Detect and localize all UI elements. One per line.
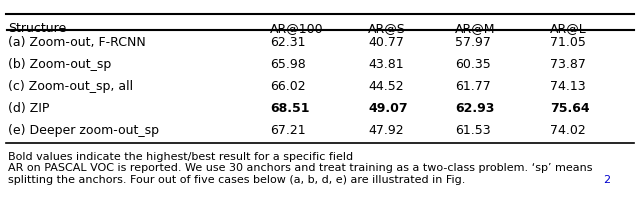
Text: (a) Zoom-out, F-RCNN: (a) Zoom-out, F-RCNN bbox=[8, 36, 146, 49]
Text: AR@L: AR@L bbox=[550, 22, 587, 35]
Text: 75.64: 75.64 bbox=[550, 102, 589, 115]
Text: 2: 2 bbox=[603, 175, 610, 185]
Text: 62.31: 62.31 bbox=[270, 36, 305, 49]
Text: 66.02: 66.02 bbox=[270, 80, 306, 93]
Text: 44.52: 44.52 bbox=[368, 80, 404, 93]
Text: AR on PASCAL VOC is reported. We use 30 anchors and treat training as a two-clas: AR on PASCAL VOC is reported. We use 30 … bbox=[8, 163, 593, 173]
Text: 57.97: 57.97 bbox=[455, 36, 491, 49]
Text: 68.51: 68.51 bbox=[270, 102, 310, 115]
Text: splitting the anchors. Four out of five cases below (a, b, d, e) are illustrated: splitting the anchors. Four out of five … bbox=[8, 175, 469, 185]
Text: AR@100: AR@100 bbox=[270, 22, 324, 35]
Text: (e) Deeper zoom-out_sp: (e) Deeper zoom-out_sp bbox=[8, 124, 159, 137]
Text: AR@S: AR@S bbox=[368, 22, 406, 35]
Text: 61.77: 61.77 bbox=[455, 80, 491, 93]
Text: 43.81: 43.81 bbox=[368, 58, 404, 71]
Text: AR@M: AR@M bbox=[455, 22, 495, 35]
Text: 40.77: 40.77 bbox=[368, 36, 404, 49]
Text: 47.92: 47.92 bbox=[368, 124, 404, 137]
Text: 61.53: 61.53 bbox=[455, 124, 491, 137]
Text: Bold values indicate the highest/best result for a specific field: Bold values indicate the highest/best re… bbox=[8, 152, 353, 162]
Text: 49.07: 49.07 bbox=[368, 102, 408, 115]
Text: 62.93: 62.93 bbox=[455, 102, 494, 115]
Text: (b) Zoom-out_sp: (b) Zoom-out_sp bbox=[8, 58, 111, 71]
Text: 71.05: 71.05 bbox=[550, 36, 586, 49]
Text: (c) Zoom-out_sp, all: (c) Zoom-out_sp, all bbox=[8, 80, 133, 93]
Text: Structure: Structure bbox=[8, 22, 67, 35]
Text: 74.13: 74.13 bbox=[550, 80, 586, 93]
Text: 73.87: 73.87 bbox=[550, 58, 586, 71]
Text: 60.35: 60.35 bbox=[455, 58, 491, 71]
Text: 74.02: 74.02 bbox=[550, 124, 586, 137]
Text: 67.21: 67.21 bbox=[270, 124, 306, 137]
Text: (d) ZIP: (d) ZIP bbox=[8, 102, 49, 115]
Text: 65.98: 65.98 bbox=[270, 58, 306, 71]
